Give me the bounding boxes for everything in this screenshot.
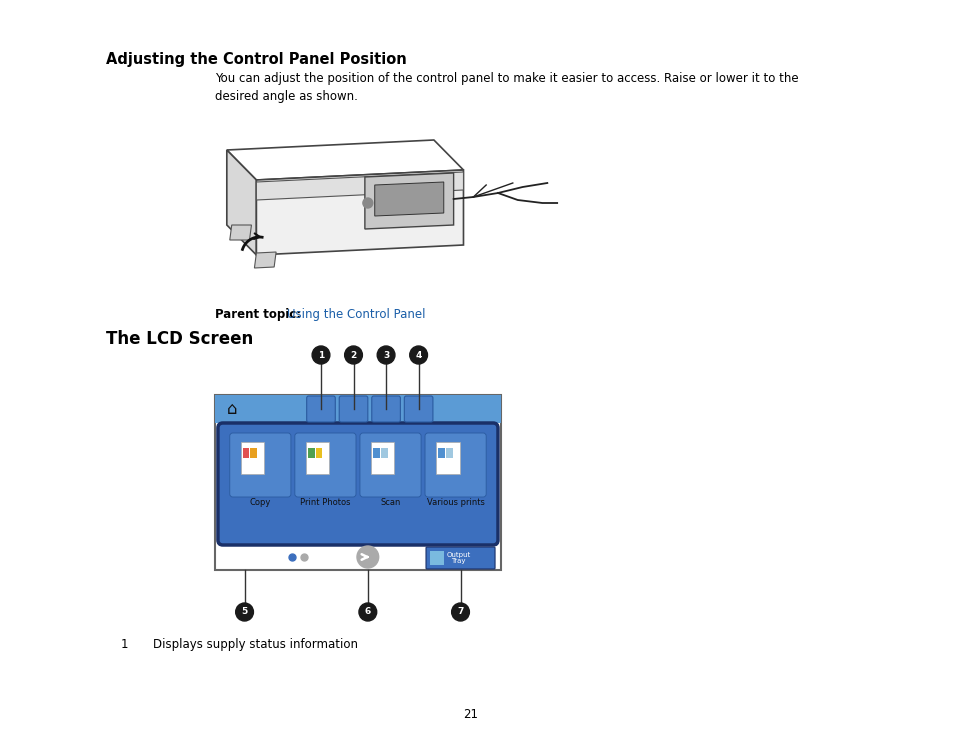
FancyBboxPatch shape [359,433,420,497]
Bar [240,442,264,474]
Circle shape [362,198,373,208]
FancyBboxPatch shape [425,433,486,497]
FancyBboxPatch shape [217,423,497,545]
Bar [214,395,500,570]
Text: The LCD Screen: The LCD Screen [106,330,253,348]
Polygon shape [254,252,275,268]
Text: Output
Tray: Output Tray [446,551,470,565]
Text: 5: 5 [241,607,248,616]
Text: 3: 3 [382,351,389,359]
FancyBboxPatch shape [294,433,355,497]
Text: Displays supply status information: Displays supply status information [152,638,357,651]
Text: ⌂: ⌂ [227,400,237,418]
Text: Adjusting the Control Panel Position: Adjusting the Control Panel Position [106,52,406,67]
Circle shape [344,346,362,364]
Circle shape [312,346,330,364]
Text: Print Photos: Print Photos [300,498,351,507]
FancyBboxPatch shape [339,396,368,422]
Text: 7: 7 [456,607,463,616]
Bar [437,448,444,458]
Polygon shape [227,150,256,255]
Bar [436,442,459,474]
Polygon shape [256,172,463,200]
Text: Parent topic:: Parent topic: [214,308,305,321]
Bar [371,442,394,474]
Text: 1: 1 [121,638,128,651]
Polygon shape [230,225,252,240]
Bar [445,448,452,458]
Circle shape [358,603,376,621]
Text: Using the Control Panel: Using the Control Panel [287,308,425,321]
Text: 2: 2 [350,351,356,359]
Bar [214,395,500,423]
Bar [305,442,329,474]
Polygon shape [227,140,463,180]
Bar [430,551,443,565]
FancyBboxPatch shape [404,396,433,422]
Text: 4: 4 [415,351,421,359]
Circle shape [235,603,253,621]
Polygon shape [375,182,443,216]
Text: Scan: Scan [380,498,400,507]
Circle shape [409,346,427,364]
Text: You can adjust the position of the control panel to make it easier to access. Ra: You can adjust the position of the contr… [214,72,798,103]
Bar [251,448,257,458]
Circle shape [376,346,395,364]
Text: 1: 1 [317,351,324,359]
Bar [315,448,322,458]
Bar [380,448,387,458]
Bar [308,448,314,458]
Text: Various prints: Various prints [426,498,484,507]
FancyBboxPatch shape [306,396,335,422]
FancyBboxPatch shape [372,396,400,422]
Circle shape [356,546,378,568]
Text: 21: 21 [462,708,477,720]
Bar [373,448,379,458]
Polygon shape [256,170,463,255]
Polygon shape [364,173,453,229]
FancyBboxPatch shape [426,547,495,569]
Bar [242,448,250,458]
Text: Copy: Copy [250,498,271,507]
Circle shape [451,603,469,621]
Text: 6: 6 [364,607,371,616]
FancyBboxPatch shape [230,433,291,497]
